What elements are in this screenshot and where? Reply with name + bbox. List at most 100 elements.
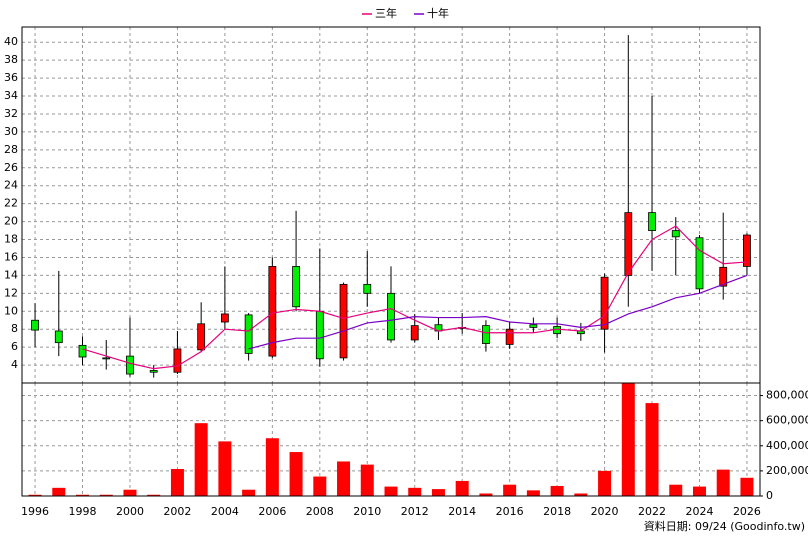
candle-body: [244, 314, 253, 354]
candle-body: [197, 323, 206, 351]
y-tick-label: 4: [11, 358, 18, 371]
footer: 資料日期: 09/24 (Goodinfo.tw): [644, 519, 805, 533]
y-tick-label: 6: [11, 340, 18, 353]
y-tick-label: 28: [4, 143, 18, 156]
candle-body: [363, 283, 372, 294]
volume-bar: [337, 461, 351, 496]
x-tick-label: 2020: [591, 505, 619, 518]
x-tick-label: 2018: [543, 505, 571, 518]
y-tick-label: 40: [4, 35, 18, 48]
volume-bar: [52, 487, 66, 496]
x-tick-label: 2000: [116, 505, 144, 518]
candle-body: [102, 357, 111, 360]
y-tick-label: 0: [766, 489, 773, 502]
volume-bar: [716, 469, 730, 496]
volume-bar: [645, 403, 659, 496]
volume-bar: [479, 493, 493, 496]
volume-bar: [692, 486, 706, 496]
y-tick-label: 36: [4, 71, 18, 84]
volume-bar: [147, 494, 161, 496]
legend-label: 三年: [375, 6, 397, 20]
x-tick-label: 2014: [448, 505, 476, 518]
x-tick-label: 2022: [638, 505, 666, 518]
volume-bar: [431, 489, 445, 496]
candle-body: [743, 234, 751, 267]
volume-bar: [99, 494, 113, 496]
candle-body: [149, 370, 158, 373]
x-tick-label: 2008: [306, 505, 334, 518]
candle-body: [671, 230, 680, 238]
candle-body: [387, 292, 395, 341]
candle-body: [719, 266, 728, 287]
x-tick-label: 1998: [69, 505, 97, 518]
x-tick-label: 2024: [685, 505, 713, 518]
y-tick-label: 800,000: [766, 389, 808, 402]
volume-bar: [313, 476, 327, 496]
x-tick-label: 2012: [401, 505, 429, 518]
volume-bar: [384, 486, 398, 496]
candle-body: [292, 266, 300, 308]
volume-bar: [574, 493, 588, 496]
volume-bar: [598, 470, 612, 496]
volume-bar: [289, 452, 303, 496]
y-tick-label: 10: [4, 304, 18, 317]
candle-body: [78, 344, 87, 358]
candle-body: [268, 266, 277, 357]
volume-bar: [408, 487, 422, 496]
y-tick-label: 30: [4, 125, 18, 138]
x-tick-label: 2016: [496, 505, 524, 518]
y-tick-label: 600,000: [766, 414, 808, 427]
candle-body: [339, 283, 348, 359]
volume-bar: [28, 494, 42, 496]
x-tick-label: 2006: [258, 505, 286, 518]
y-tick-label: 18: [4, 233, 18, 246]
y-tick-label: 26: [4, 161, 18, 174]
candle-body: [410, 325, 419, 341]
candle-body: [695, 237, 704, 290]
candle-body: [315, 310, 324, 360]
y-tick-label: 22: [4, 197, 18, 210]
candle-body: [600, 276, 609, 330]
legend-label: 十年: [427, 6, 449, 20]
candle-body: [529, 324, 538, 328]
volume-bar: [503, 484, 517, 496]
x-tick-label: 2010: [353, 505, 381, 518]
y-tick-label: 34: [4, 89, 18, 102]
y-tick-label: 24: [4, 179, 18, 192]
x-tick-label: 2004: [211, 505, 239, 518]
volume-bar: [123, 489, 137, 496]
y-tick-label: 12: [4, 286, 18, 299]
ma-line: [82, 225, 747, 370]
y-tick-label: 14: [4, 268, 18, 281]
candle-body: [482, 325, 490, 344]
candle-body: [126, 355, 134, 375]
candle-body: [220, 313, 229, 323]
volume-bar: [242, 489, 256, 496]
volume-bar: [170, 469, 184, 496]
y-tick-label: 400,000: [766, 439, 808, 452]
candle-body: [624, 212, 633, 276]
volume-bar: [455, 480, 469, 496]
y-tick-label: 200,000: [766, 464, 808, 477]
panel-frame: [21, 382, 761, 497]
x-tick-label: 1996: [21, 505, 49, 518]
y-tick-label: 8: [11, 322, 18, 335]
volume-bar: [526, 490, 540, 496]
volume-bar: [360, 464, 374, 496]
volume-bar: [550, 485, 564, 496]
y-tick-label: 20: [4, 215, 18, 228]
candle-body: [648, 212, 656, 231]
candle-body: [54, 330, 63, 344]
volume-bar: [218, 441, 232, 496]
volume-bar: [76, 494, 90, 496]
y-tick-label: 32: [4, 107, 18, 120]
candle-body: [173, 348, 182, 373]
y-tick-label: 16: [4, 250, 18, 263]
ma-line: [248, 274, 748, 350]
volume-bar: [265, 438, 279, 496]
volume-bar: [194, 423, 208, 496]
candle-body: [505, 328, 514, 345]
x-tick-label: 2002: [163, 505, 191, 518]
